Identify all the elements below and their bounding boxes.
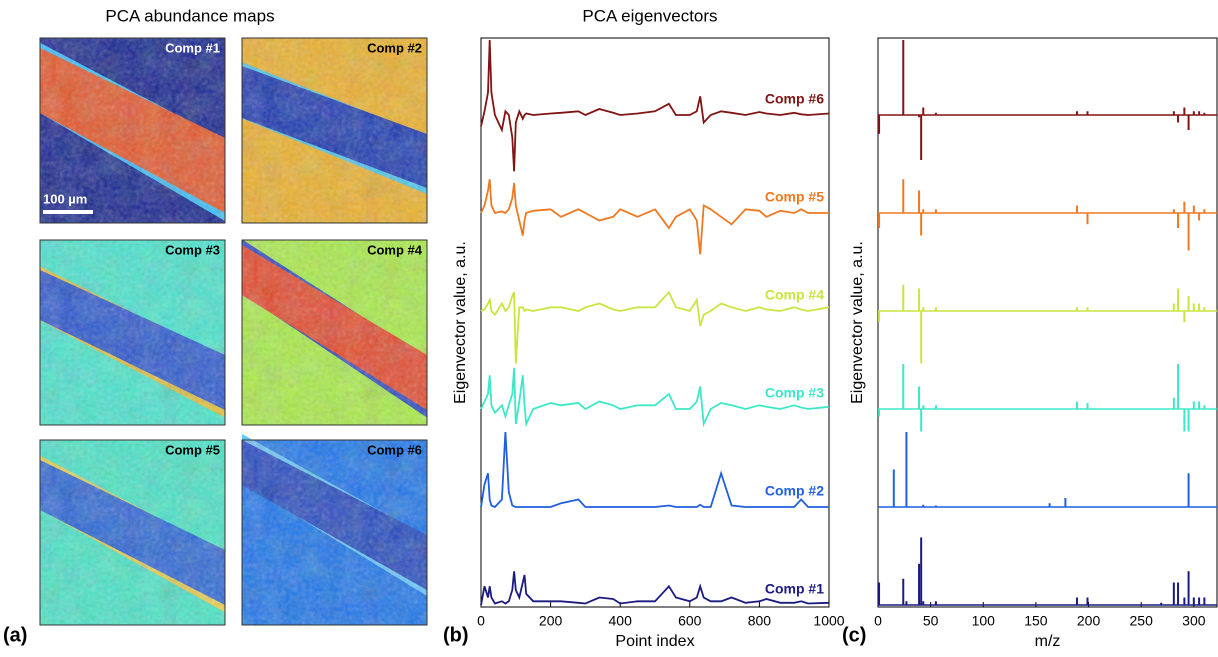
abundance-map: Comp #6 bbox=[241, 434, 428, 626]
map-label: Comp #1 bbox=[165, 40, 220, 55]
map-noise bbox=[40, 38, 225, 223]
map-frame bbox=[39, 37, 226, 224]
map-frame bbox=[39, 439, 226, 626]
x-tick-label: 0 bbox=[477, 613, 485, 629]
eigenvector-line bbox=[480, 179, 829, 255]
x-tick-label: 150 bbox=[1024, 613, 1048, 629]
map-frame bbox=[241, 239, 428, 426]
series-label: Comp #2 bbox=[765, 483, 824, 499]
x-tick-label: 600 bbox=[678, 613, 702, 629]
map-label: Comp #5 bbox=[165, 442, 220, 457]
plot-frame bbox=[480, 37, 830, 608]
x-tick-label: 0 bbox=[874, 613, 882, 629]
eigenvector-line bbox=[480, 367, 830, 428]
map-label: Comp #3 bbox=[165, 242, 220, 257]
abundance-map: Comp #5 bbox=[39, 439, 226, 626]
panel-label: (b) bbox=[443, 624, 469, 646]
map-frame bbox=[39, 239, 226, 426]
x-tick-label: 250 bbox=[1130, 613, 1154, 629]
series-label: Comp #3 bbox=[765, 385, 824, 401]
abundance-map: Comp #2 bbox=[241, 37, 428, 224]
x-tick-label: 50 bbox=[923, 613, 939, 629]
y-axis-label: Eigenvector value, a.u. bbox=[452, 241, 469, 404]
abundance-maps: Comp #1 100 µm Comp #2 Comp #3 Comp #4 Comp #… bbox=[39, 37, 428, 626]
series-label: Comp #5 bbox=[765, 189, 824, 205]
x-axis-label: Point index bbox=[615, 633, 694, 650]
abundance-map: Comp #3 bbox=[39, 239, 226, 426]
series-label: Comp #6 bbox=[765, 91, 824, 107]
series-label: Comp #1 bbox=[765, 581, 824, 597]
panel-label: (a) bbox=[3, 624, 27, 646]
panel-label: (c) bbox=[842, 624, 866, 646]
eigenvector-line bbox=[480, 431, 829, 509]
x-tick-label: 100 bbox=[972, 613, 996, 629]
x-tick-label: 1000 bbox=[813, 613, 844, 629]
x-axis-label: m/z bbox=[1035, 633, 1061, 650]
map-noise bbox=[242, 38, 427, 223]
x-tick-label: 300 bbox=[1182, 613, 1206, 629]
eigenvector-line bbox=[480, 571, 830, 606]
map-noise bbox=[40, 240, 225, 425]
eigenvector-line bbox=[480, 39, 830, 172]
map-label: Comp #4 bbox=[367, 242, 423, 257]
map-frame bbox=[241, 37, 428, 224]
x-tick-label: 200 bbox=[1077, 613, 1101, 629]
scale-bar bbox=[43, 210, 93, 214]
x-tick-label: 800 bbox=[748, 613, 772, 629]
x-tick-label: 400 bbox=[609, 613, 633, 629]
scale-bar-label: 100 µm bbox=[43, 191, 87, 206]
abundance-map: Comp #4 bbox=[241, 239, 428, 426]
y-axis-label: Eigenvector value, a.u. bbox=[849, 241, 866, 404]
x-tick-label: 200 bbox=[539, 613, 563, 629]
eigenvector-line bbox=[480, 290, 830, 364]
panel-a-title: PCA abundance maps bbox=[105, 6, 274, 25]
series-label: Comp #4 bbox=[765, 287, 824, 303]
map-noise bbox=[242, 240, 427, 425]
map-label: Comp #2 bbox=[367, 40, 422, 55]
plot-frame bbox=[877, 37, 1218, 608]
abundance-map: Comp #1 100 µm bbox=[39, 37, 226, 224]
map-noise bbox=[40, 440, 225, 625]
map-frame bbox=[241, 439, 428, 626]
eigen-title: PCA eigenvectors bbox=[582, 6, 717, 25]
map-label: Comp #6 bbox=[367, 442, 422, 457]
map-noise bbox=[242, 440, 427, 625]
